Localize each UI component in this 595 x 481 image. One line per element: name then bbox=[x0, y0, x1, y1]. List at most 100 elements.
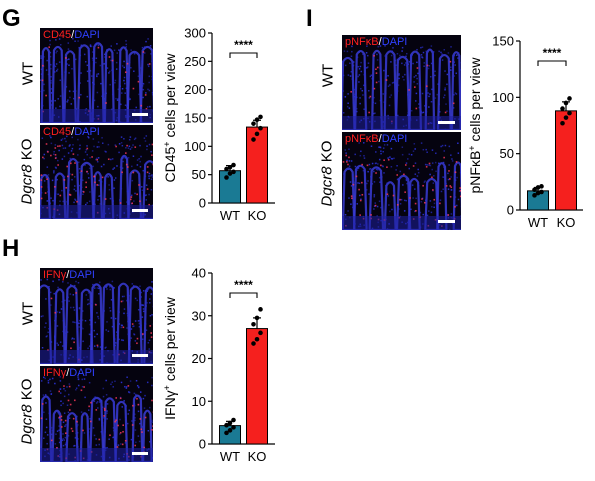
marker-dot bbox=[416, 67, 419, 69]
marker-dot bbox=[132, 87, 135, 90]
nucleus-dot bbox=[49, 378, 51, 381]
y-tick-label: 100 bbox=[492, 90, 514, 105]
nucleus-dot bbox=[139, 160, 141, 163]
nucleus-dot bbox=[69, 173, 71, 175]
marker-dot bbox=[122, 424, 125, 427]
nucleus-dot bbox=[106, 321, 108, 323]
nucleus-dot bbox=[52, 65, 55, 68]
nucleus-dot bbox=[68, 393, 70, 396]
nucleus-dot bbox=[391, 82, 394, 84]
nucleus-dot bbox=[425, 148, 427, 151]
nucleus-dot bbox=[376, 53, 378, 56]
nucleus-dot bbox=[455, 72, 458, 75]
nucleus-dot bbox=[113, 49, 116, 52]
nucleus-dot bbox=[76, 421, 79, 424]
nucleus-dot bbox=[127, 323, 130, 326]
nucleus-dot bbox=[141, 316, 144, 318]
nucleus-dot bbox=[66, 201, 68, 203]
nucleus-dot bbox=[61, 158, 64, 160]
nucleus-dot bbox=[398, 77, 400, 80]
nucleus-dot bbox=[459, 69, 461, 71]
marker-dot bbox=[95, 303, 97, 306]
nucleus-dot bbox=[121, 339, 123, 341]
nucleus-dot bbox=[66, 386, 68, 388]
nucleus-dot bbox=[347, 210, 349, 212]
nucleus-dot bbox=[96, 146, 99, 148]
nucleus-dot bbox=[366, 45, 368, 47]
nucleus-dot bbox=[387, 85, 390, 87]
nucleus-dot bbox=[149, 298, 151, 300]
nucleus-dot bbox=[98, 195, 100, 198]
marker-dot bbox=[54, 147, 57, 149]
nucleus-dot bbox=[414, 100, 417, 102]
nucleus-dot bbox=[151, 314, 153, 316]
nucleus-dot bbox=[386, 182, 388, 185]
marker-dot bbox=[444, 111, 447, 114]
nucleus-dot bbox=[49, 39, 51, 42]
nucleus-dot bbox=[436, 93, 439, 96]
marker-dot bbox=[50, 297, 53, 300]
nucleus-dot bbox=[54, 144, 57, 146]
nucleus-dot bbox=[403, 79, 405, 81]
nucleus-dot bbox=[125, 40, 127, 42]
marker-dot bbox=[350, 195, 353, 197]
nucleus-dot bbox=[431, 162, 434, 164]
nucleus-dot bbox=[370, 145, 373, 147]
nucleus-dot bbox=[77, 154, 79, 156]
nucleus-dot bbox=[385, 75, 387, 78]
marker-dot bbox=[45, 143, 48, 145]
marker-dot bbox=[71, 430, 74, 432]
nucleus-dot bbox=[108, 188, 111, 191]
nucleus-dot bbox=[152, 421, 153, 423]
nucleus-dot bbox=[84, 164, 86, 166]
nucleus-dot bbox=[443, 96, 445, 99]
nucleus-dot bbox=[112, 168, 114, 170]
nucleus-dot bbox=[93, 145, 95, 148]
nucleus-dot bbox=[101, 137, 103, 139]
nucleus-dot bbox=[429, 93, 431, 95]
nucleus-dot bbox=[401, 146, 404, 148]
nucleus-dot bbox=[140, 155, 142, 158]
nucleus-dot bbox=[447, 178, 450, 181]
nucleus-dot bbox=[106, 418, 108, 420]
nucleus-dot bbox=[412, 197, 414, 199]
nucleus-dot bbox=[118, 311, 120, 313]
nucleus-dot bbox=[93, 434, 96, 437]
nucleus-dot bbox=[372, 112, 375, 115]
nucleus-dot bbox=[363, 157, 366, 159]
nucleus-dot bbox=[48, 328, 50, 330]
nucleus-dot bbox=[93, 284, 95, 287]
row-label-dgcr8-ko: Dgcr8 KO bbox=[318, 140, 336, 207]
nucleus-dot bbox=[132, 285, 135, 287]
bar-ko bbox=[555, 110, 577, 211]
nucleus-dot bbox=[397, 178, 400, 180]
marker-dot bbox=[455, 161, 458, 163]
marker-dot bbox=[66, 165, 69, 168]
nucleus-dot bbox=[89, 323, 92, 326]
nucleus-dot bbox=[55, 315, 57, 318]
nucleus-dot bbox=[444, 70, 446, 72]
nucleus-dot bbox=[127, 147, 130, 149]
marker-dot bbox=[347, 163, 349, 166]
nucleus-dot bbox=[43, 89, 45, 92]
nucleus-dot bbox=[374, 112, 376, 114]
nucleus-dot bbox=[105, 92, 107, 95]
nucleus-dot bbox=[70, 284, 72, 286]
nucleus-dot bbox=[149, 314, 152, 317]
marker-dot bbox=[85, 181, 87, 184]
nucleus-dot bbox=[54, 443, 57, 445]
nucleus-dot bbox=[405, 162, 408, 164]
nucleus-dot bbox=[131, 420, 133, 422]
nucleus-dot bbox=[74, 284, 76, 287]
nucleus-dot bbox=[388, 104, 391, 107]
nucleus-dot bbox=[74, 199, 77, 201]
nucleus-dot bbox=[405, 199, 407, 202]
nucleus-dot bbox=[369, 75, 372, 78]
nucleus-dot bbox=[65, 71, 67, 73]
nucleus-dot bbox=[91, 81, 94, 84]
marker-dot bbox=[454, 171, 457, 174]
villus-shape bbox=[395, 174, 412, 230]
nucleus-dot bbox=[113, 179, 116, 181]
nucleus-dot bbox=[68, 145, 71, 147]
nucleus-dot bbox=[146, 302, 148, 304]
